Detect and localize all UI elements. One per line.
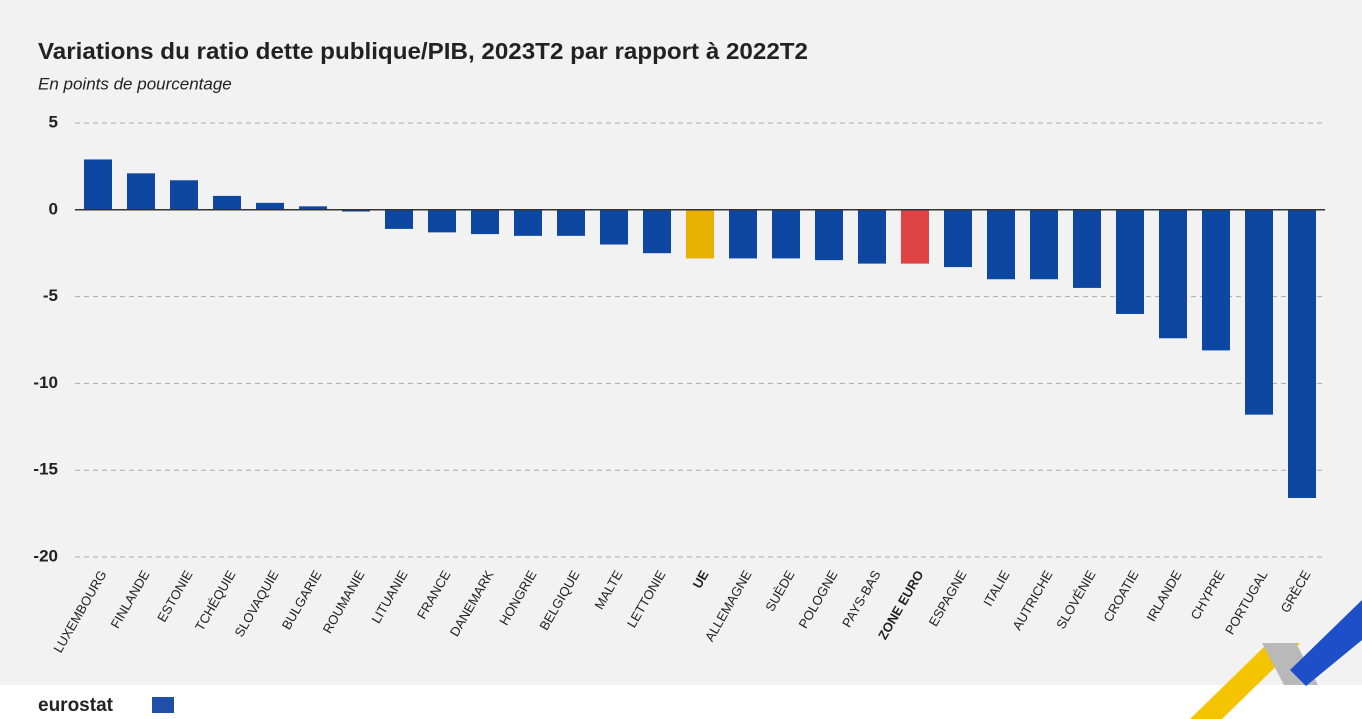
y-tick-label: 0 <box>49 199 58 218</box>
bar <box>1116 209 1144 314</box>
chart-background <box>0 0 1362 685</box>
y-tick-label: -10 <box>33 373 58 392</box>
bar <box>385 209 413 229</box>
bar <box>127 173 155 210</box>
bar <box>256 202 284 210</box>
bar <box>772 209 800 259</box>
bar <box>170 180 198 210</box>
bar <box>1202 209 1230 351</box>
bar <box>729 209 757 259</box>
bar <box>858 209 886 264</box>
bar <box>342 209 370 212</box>
bar <box>1159 209 1187 339</box>
y-tick-label: -5 <box>43 286 58 305</box>
bar <box>428 209 456 233</box>
chart-title: Variations du ratio dette publique/PIB, … <box>38 38 808 64</box>
bar <box>213 195 241 210</box>
bar <box>1030 209 1058 280</box>
bar <box>471 209 499 235</box>
bar <box>514 209 542 236</box>
logo-text: eurostat <box>38 695 114 716</box>
bar <box>84 159 112 210</box>
bar <box>1288 209 1316 498</box>
y-tick-label: -15 <box>33 460 58 479</box>
decoration <box>1190 600 1362 719</box>
bar <box>815 209 843 261</box>
stripe-blue <box>1290 600 1362 686</box>
bar <box>600 209 628 245</box>
y-tick-label: -20 <box>33 546 58 565</box>
bar <box>944 209 972 268</box>
bar <box>299 206 327 210</box>
bar <box>1245 209 1273 415</box>
bar <box>557 209 585 236</box>
y-tick-label: 5 <box>49 112 58 131</box>
bar <box>686 209 714 259</box>
bar <box>987 209 1015 280</box>
bar <box>901 209 929 264</box>
chart-subtitle: En points de pourcentage <box>38 74 232 93</box>
bar <box>643 209 671 254</box>
logo-flag <box>152 697 174 713</box>
bar <box>1073 209 1101 288</box>
